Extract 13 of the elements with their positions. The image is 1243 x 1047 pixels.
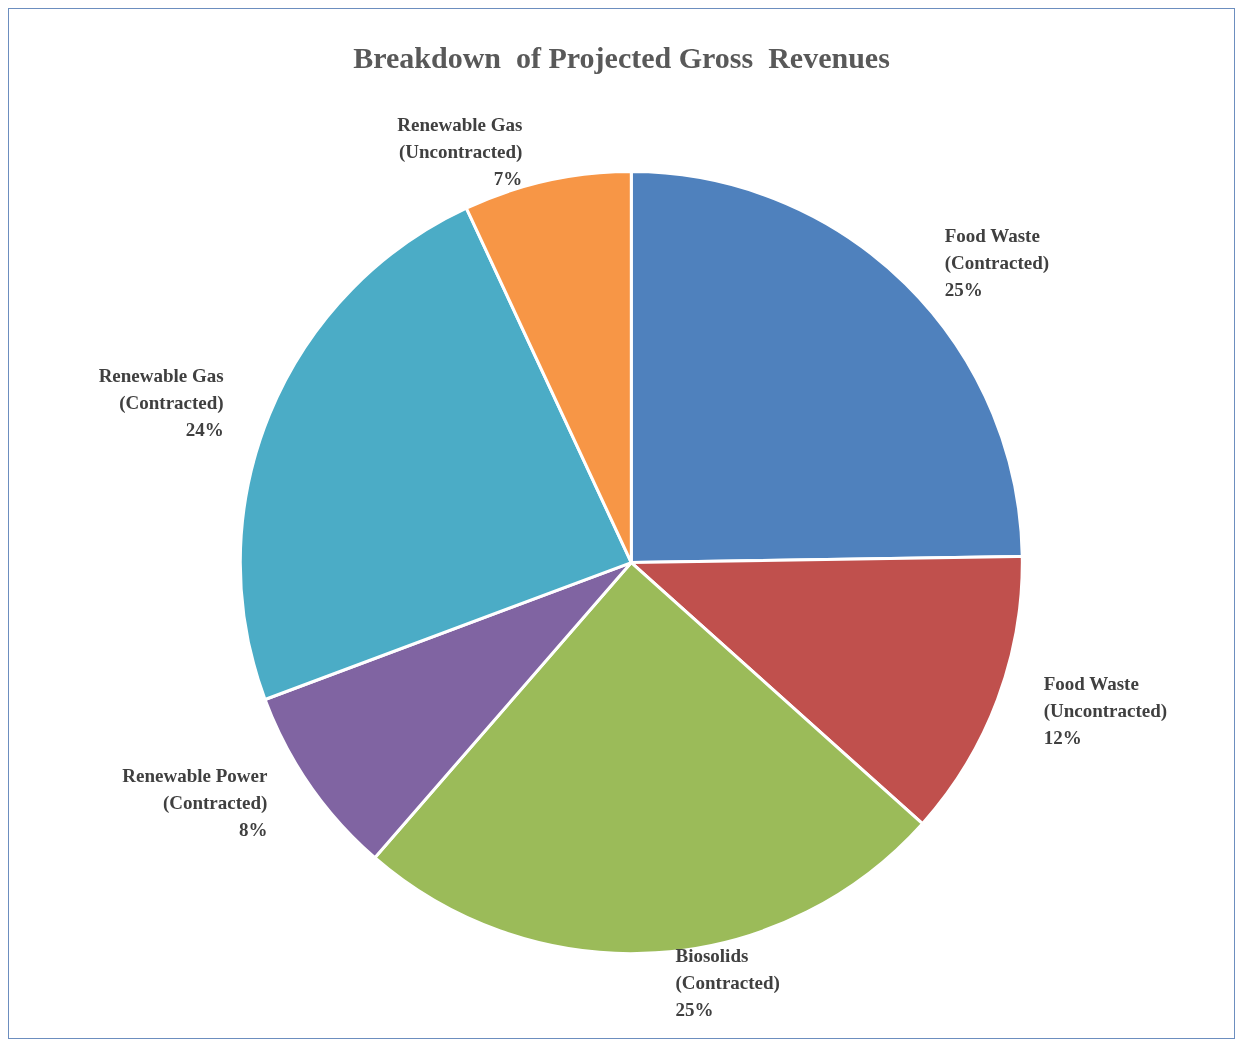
slice-label: Renewable Power (Contracted) <box>122 765 268 815</box>
chart-title: Breakdown of Projected Gross Revenues <box>353 40 890 74</box>
data-label: 25% <box>944 279 983 301</box>
slice-label: Renewable Gas (Uncontracted) <box>397 114 523 164</box>
slice-label: Renewable Gas (Contracted) <box>98 365 224 415</box>
slice-label: Biosolids (Contracted) <box>675 945 780 995</box>
data-label: 7% <box>493 168 523 190</box>
slice-label: Food Waste (Contracted) <box>944 225 1050 275</box>
data-label: 25% <box>675 999 714 1021</box>
data-label: 8% <box>238 819 268 841</box>
slice-label: Food Waste (Uncontracted) <box>1043 672 1168 722</box>
data-label: 12% <box>1043 726 1082 748</box>
data-label: 24% <box>185 419 224 441</box>
